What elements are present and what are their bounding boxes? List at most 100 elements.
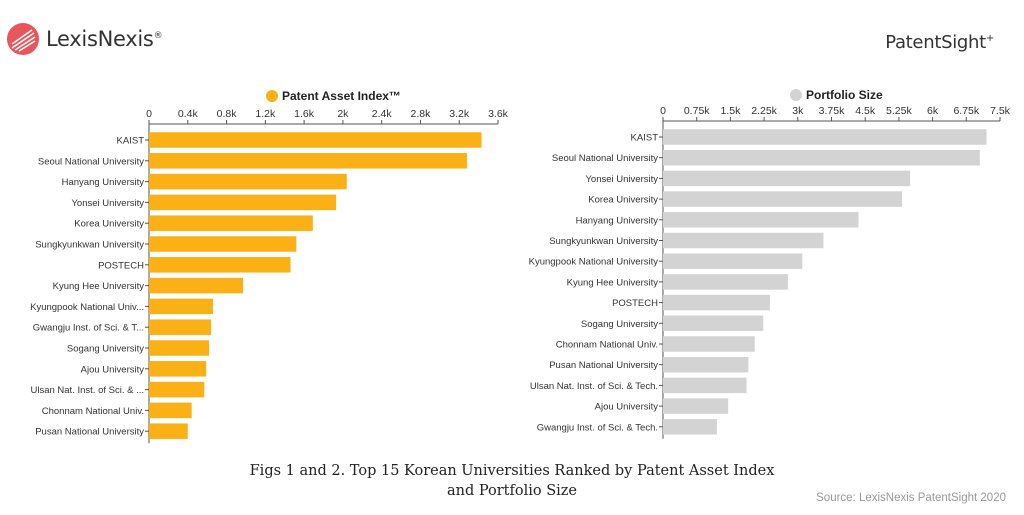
source-note: Source: LexisNexis PatentSight 2020	[816, 492, 1006, 504]
x-tick-label: 3k	[792, 105, 804, 117]
x-tick-label: 3.2k	[449, 108, 470, 120]
legend-swatch-portfolio-size	[790, 89, 802, 101]
bars-patent-asset-index	[149, 132, 482, 439]
legend-swatch-patent-asset-index	[266, 90, 278, 102]
x-tick-label: 0.4k	[178, 108, 199, 120]
chart-portfolio-size: Portfolio Size 0 0.75k 1.5k 2.25k 3k 3.75k 4.5…	[529, 88, 1011, 439]
bar	[149, 215, 313, 231]
bar	[663, 149, 980, 166]
bar	[663, 419, 717, 435]
y-tick-label: POSTECH	[98, 260, 144, 271]
x-tick-label: 1.5k	[720, 105, 741, 117]
x-tick-label: 3.75k	[819, 105, 845, 117]
bar	[663, 170, 911, 187]
bar	[149, 423, 188, 439]
y-tick-label: Yonsei University	[71, 198, 144, 209]
x-tick-label: 2.8k	[411, 108, 432, 120]
caption-line-2: and Portfolio Size	[446, 483, 578, 499]
bar	[149, 153, 467, 169]
bar	[149, 298, 213, 315]
y-tick-label: Kyungpook National Univ...	[30, 302, 144, 313]
bar	[149, 132, 482, 148]
bar	[149, 194, 337, 211]
charts-area: Patent Asset Index™ 0 0.4k 0.8k 1.2k 1.6k 2k 2…	[30, 88, 1011, 444]
y-tick-label: Chonnam National Univ.	[42, 406, 144, 417]
x-tick-label: 6k	[927, 105, 939, 117]
bar	[663, 377, 747, 394]
x-tick-label: 0	[660, 105, 666, 117]
lexisnexis-knight-icon	[7, 23, 39, 55]
y-tick-label: Seoul National University	[552, 153, 658, 164]
caption-line-1: Figs 1 and 2. Top 15 Korean Universities…	[249, 463, 775, 479]
y-tick-label: Sogang University	[581, 319, 658, 330]
y-tick-label: Hanyang University	[576, 215, 659, 226]
y-tick-label: Kyung Hee University	[53, 281, 145, 292]
lexisnexis-wordmark: LexisNexis®	[46, 27, 163, 51]
y-tick-label: Yonsei University	[585, 174, 658, 185]
bar	[663, 232, 824, 249]
bar	[663, 191, 903, 207]
bar	[663, 315, 764, 332]
x-tick-label: 0.8k	[217, 108, 238, 120]
y-tick-label: KAIST	[631, 133, 659, 144]
x-tick-label: 3.6k	[488, 108, 509, 120]
x-tick-label: 2.25k	[751, 105, 777, 117]
bar	[149, 361, 207, 377]
x-tick-label: 4.5k	[855, 105, 876, 117]
y-tick-label: Ulsan Nat. Inst. of Sci. & ...	[30, 385, 144, 396]
y-tick-label: Sungkyunkwan University	[35, 240, 144, 251]
patentsight-logo: PatentSight+	[885, 32, 994, 53]
y-tick-label: Ajou University	[595, 402, 659, 413]
x-tick-label: 5.25k	[886, 105, 912, 117]
bar	[663, 212, 859, 228]
bar	[663, 398, 729, 414]
y-labels-portfolio-size: KAIST Seoul National University Yonsei Uni…	[529, 133, 663, 433]
chart-patent-asset-index: Patent Asset Index™ 0 0.4k 0.8k 1.2k 1.6k 2k 2…	[30, 89, 509, 444]
bar	[149, 381, 205, 398]
legend-label-patent-asset-index: Patent Asset Index™	[282, 89, 401, 103]
x-tick-label: 0.75k	[684, 105, 710, 117]
bar	[663, 129, 987, 145]
y-tick-label: Pusan National University	[35, 427, 144, 438]
x-tick-label: 1.2k	[255, 108, 276, 120]
y-tick-label: Kyungpook National University	[529, 257, 659, 268]
y-tick-label: Korea University	[588, 195, 658, 206]
y-tick-label: Korea University	[74, 219, 144, 230]
bar	[149, 257, 291, 273]
bar	[149, 173, 347, 190]
y-tick-label: Ajou University	[81, 364, 145, 375]
y-tick-label: KAIST	[117, 136, 145, 147]
bar	[663, 274, 788, 290]
y-tick-label: Gwangju Inst. of Sci. & Tech.	[537, 422, 658, 433]
figure-caption: Figs 1 and 2. Top 15 Korean Universities…	[0, 461, 1024, 501]
legend-label-portfolio-size: Portfolio Size	[806, 88, 883, 102]
x-tick-label: 0	[146, 108, 152, 120]
bar	[149, 236, 297, 252]
y-tick-label: Hanyang University	[62, 177, 145, 188]
bar	[663, 253, 803, 269]
y-tick-label: Sogang University	[67, 344, 144, 355]
bars-portfolio-size	[663, 129, 987, 435]
bar	[663, 356, 749, 373]
y-tick-label: Sungkyunkwan University	[549, 236, 658, 247]
bar	[149, 319, 212, 335]
y-tick-label: Ulsan Nat. Inst. of Sci. & Tech.	[530, 381, 658, 392]
x-tick-label: 1.6k	[294, 108, 315, 120]
bar	[663, 294, 770, 311]
bar	[149, 340, 210, 356]
y-labels-patent-asset-index: KAIST Seoul National University Hanyang Un…	[30, 136, 149, 438]
x-tick-label: 6.75k	[953, 105, 979, 117]
y-tick-label: Seoul National University	[38, 156, 144, 167]
lexisnexis-logo: LexisNexis®	[6, 22, 163, 56]
y-tick-label: Chonnam National Univ.	[556, 340, 658, 351]
bar	[149, 402, 192, 419]
x-tick-label: 7.5k	[990, 105, 1011, 117]
bar	[149, 277, 244, 294]
y-tick-label: Gwangju Inst. of Sci. & T...	[33, 323, 144, 334]
y-tick-label: POSTECH	[612, 298, 658, 309]
x-tick-label: 2.4k	[372, 108, 393, 120]
y-tick-label: Kyung Hee University	[567, 277, 659, 288]
y-tick-label: Pusan National University	[549, 360, 658, 371]
x-tick-label: 2k	[337, 108, 349, 120]
bar	[663, 336, 755, 352]
